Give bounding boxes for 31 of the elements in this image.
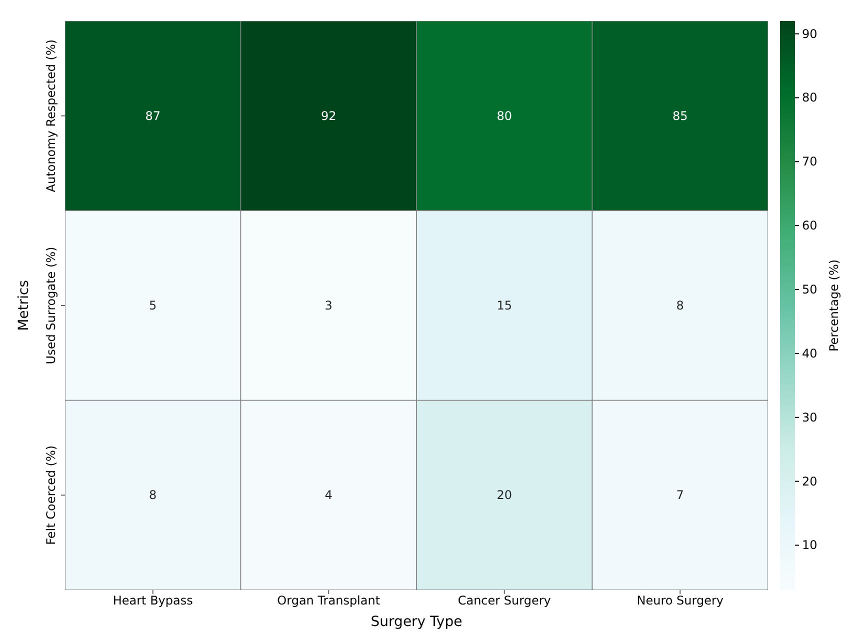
data-label: 15 bbox=[496, 298, 512, 312]
color-bar-label: 80 bbox=[802, 90, 818, 105]
color-bar-label: 60 bbox=[802, 218, 818, 233]
data-label: 92 bbox=[320, 108, 336, 123]
data-label: 87 bbox=[145, 108, 161, 123]
data-label: 20 bbox=[496, 488, 512, 502]
color-bar-title: Percentage (%) bbox=[827, 259, 841, 352]
x-axis-title: Surgery Type bbox=[370, 614, 462, 630]
color-bar-label: 30 bbox=[802, 410, 818, 424]
color-bar-label: 50 bbox=[802, 282, 818, 297]
color-bar-label: 10 bbox=[802, 538, 818, 552]
data-label: 5 bbox=[149, 298, 157, 312]
data-label: 80 bbox=[496, 108, 512, 123]
y-tick-label: Felt Coerced (%) bbox=[44, 445, 58, 545]
y-axis-title: Metrics bbox=[16, 280, 32, 331]
data-label: 8 bbox=[149, 488, 157, 502]
color-bar-label: 90 bbox=[802, 26, 818, 41]
data-label: 85 bbox=[672, 108, 688, 123]
color-bar-label: 20 bbox=[802, 474, 818, 488]
x-tick-label: Organ Transplant bbox=[277, 594, 380, 608]
data-label: 3 bbox=[324, 298, 332, 312]
data-label: 8 bbox=[676, 298, 684, 312]
color-bar-label: 40 bbox=[802, 346, 818, 360]
color-bar-label: 70 bbox=[802, 154, 818, 169]
x-tick-label: Neuro Surgery bbox=[636, 594, 724, 608]
y-tick-label: Used Surrogate (%) bbox=[44, 246, 58, 364]
data-label: 4 bbox=[324, 488, 332, 502]
x-tick-label: Cancer Surgery bbox=[458, 594, 551, 608]
data-label: 7 bbox=[676, 488, 684, 502]
x-tick-label: Heart Bypass bbox=[112, 594, 193, 608]
y-tick-label: Autonomy Respected (%) bbox=[44, 39, 58, 192]
